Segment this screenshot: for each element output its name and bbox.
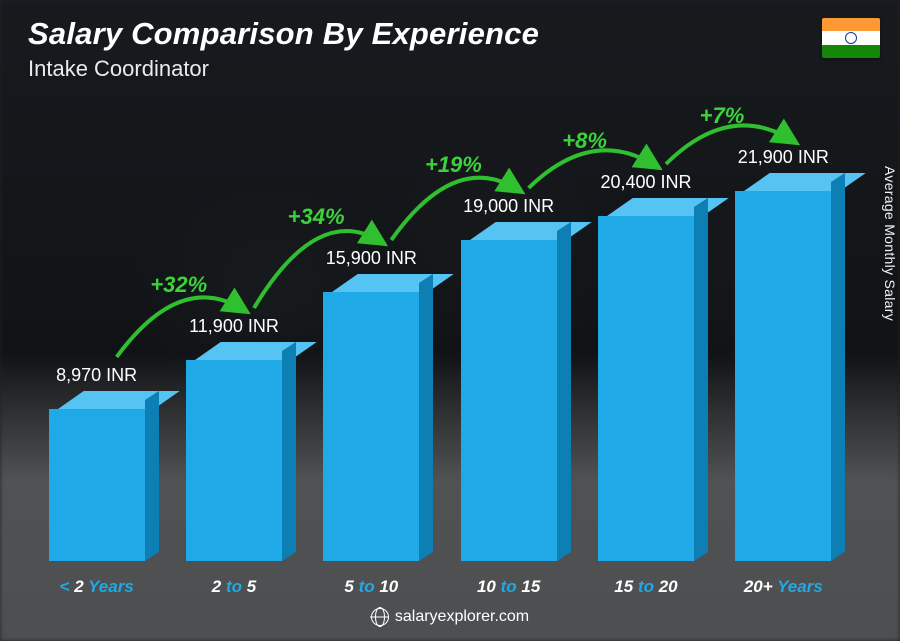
bar-side-face xyxy=(419,274,433,561)
bar-column: 15,900 INR xyxy=(313,292,430,561)
x-axis-label: 2 to 5 xyxy=(175,577,292,597)
bar-value-label: 8,970 INR xyxy=(27,365,167,386)
increase-pct-label: +34% xyxy=(288,204,345,230)
x-axis-label: 15 to 20 xyxy=(587,577,704,597)
bar-side-face xyxy=(694,198,708,561)
bar-value-label: 15,900 INR xyxy=(301,248,441,269)
footer: salaryexplorer.com xyxy=(0,608,900,631)
bar: 11,900 INR xyxy=(186,360,282,561)
bar-top-face xyxy=(744,173,866,191)
bar-top-face xyxy=(58,391,180,409)
content-area: Salary Comparison By Experience Intake C… xyxy=(0,0,900,641)
chart-subtitle: Intake Coordinator xyxy=(28,56,539,82)
bar-column: 20,400 INR xyxy=(587,216,704,561)
flag-stripe-bot xyxy=(822,45,880,58)
bar-side-face xyxy=(831,173,845,561)
bar-side-face xyxy=(282,342,296,561)
bar: 15,900 INR xyxy=(323,292,419,561)
bar: 19,000 INR xyxy=(461,240,557,561)
bar: 8,970 INR xyxy=(49,409,145,561)
increase-pct-label: +7% xyxy=(700,103,745,129)
bar-column: 11,900 INR xyxy=(175,360,292,561)
bar-value-label: 21,900 INR xyxy=(713,147,853,168)
x-axis-label: 20+ Years xyxy=(725,577,842,597)
bar-side-face xyxy=(145,391,159,561)
bar: 20,400 INR xyxy=(598,216,694,561)
x-axis-label: 5 to 10 xyxy=(313,577,430,597)
increase-pct-label: +19% xyxy=(425,152,482,178)
bar-front-face xyxy=(323,292,419,561)
increase-pct-label: +8% xyxy=(562,128,607,154)
bar-column: 21,900 INR xyxy=(725,191,842,561)
bar-top-face xyxy=(470,222,592,240)
footer-text: salaryexplorer.com xyxy=(395,608,529,626)
bar-chart: 8,970 INR 11,900 INR 15,900 INR 19,000 INR 2… xyxy=(30,120,850,561)
bar-value-label: 11,900 INR xyxy=(164,316,304,337)
bar-top-face xyxy=(332,274,454,292)
bar: 21,900 INR xyxy=(735,191,831,561)
title-block: Salary Comparison By Experience Intake C… xyxy=(28,16,539,82)
increase-pct-label: +32% xyxy=(150,272,207,298)
bar-top-face xyxy=(607,198,729,216)
bar-value-label: 19,000 INR xyxy=(439,196,579,217)
chart-title: Salary Comparison By Experience xyxy=(28,16,539,52)
y-axis-label: Average Monthly Salary xyxy=(882,166,898,321)
bar-value-label: 20,400 INR xyxy=(576,172,716,193)
country-flag-india xyxy=(822,18,880,58)
x-axis-labels: < 2 Years 2 to 5 5 to 10 10 to 15 15 to 20 20… xyxy=(30,577,850,597)
x-axis-label: 10 to 15 xyxy=(450,577,567,597)
bar-top-face xyxy=(195,342,317,360)
bar-front-face xyxy=(598,216,694,561)
bar-front-face xyxy=(735,191,831,561)
bar-front-face xyxy=(186,360,282,561)
bar-column: 19,000 INR xyxy=(450,240,567,561)
bar-front-face xyxy=(461,240,557,561)
bar-side-face xyxy=(557,222,571,561)
bars-container: 8,970 INR 11,900 INR 15,900 INR 19,000 INR 2… xyxy=(30,120,850,561)
bar-column: 8,970 INR xyxy=(38,409,155,561)
flag-stripe-top xyxy=(822,18,880,31)
footer-logo: salaryexplorer.com xyxy=(371,608,529,626)
bar-front-face xyxy=(49,409,145,561)
globe-icon xyxy=(371,608,389,626)
x-axis-label: < 2 Years xyxy=(38,577,155,597)
flag-chakra-icon xyxy=(845,32,857,44)
